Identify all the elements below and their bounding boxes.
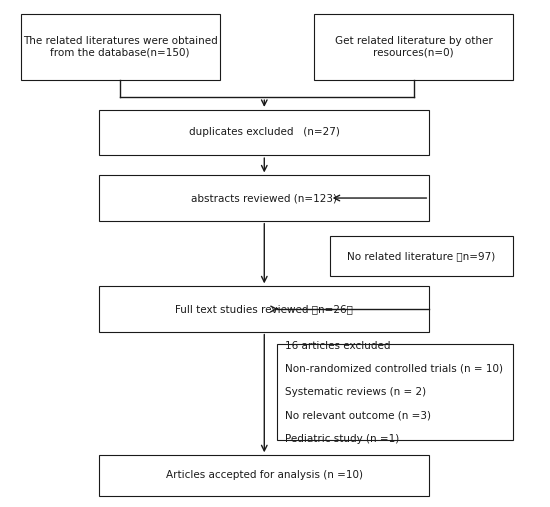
Text: No related literature （n=97): No related literature （n=97) bbox=[347, 251, 496, 261]
FancyBboxPatch shape bbox=[100, 455, 430, 495]
FancyBboxPatch shape bbox=[100, 110, 430, 155]
FancyBboxPatch shape bbox=[277, 344, 513, 440]
Text: abstracts reviewed (n=123): abstracts reviewed (n=123) bbox=[191, 193, 337, 203]
Text: duplicates excluded   (n=27): duplicates excluded (n=27) bbox=[189, 127, 340, 137]
FancyBboxPatch shape bbox=[314, 14, 513, 80]
Text: 16 articles excluded
 
Non-randomized controlled trials (n = 10)
 
Systematic re: 16 articles excluded Non-randomized cont… bbox=[285, 341, 503, 444]
FancyBboxPatch shape bbox=[330, 236, 513, 276]
Text: Full text studies reviewed （n=26）: Full text studies reviewed （n=26） bbox=[175, 304, 353, 314]
Text: Get related literature by other
resources(n=0): Get related literature by other resource… bbox=[335, 36, 492, 58]
Text: The related literatures were obtained
from the database(n=150): The related literatures were obtained fr… bbox=[23, 36, 218, 58]
Text: Articles accepted for analysis (n =10): Articles accepted for analysis (n =10) bbox=[166, 470, 363, 480]
FancyBboxPatch shape bbox=[100, 175, 430, 221]
FancyBboxPatch shape bbox=[21, 14, 220, 80]
FancyBboxPatch shape bbox=[100, 286, 430, 332]
